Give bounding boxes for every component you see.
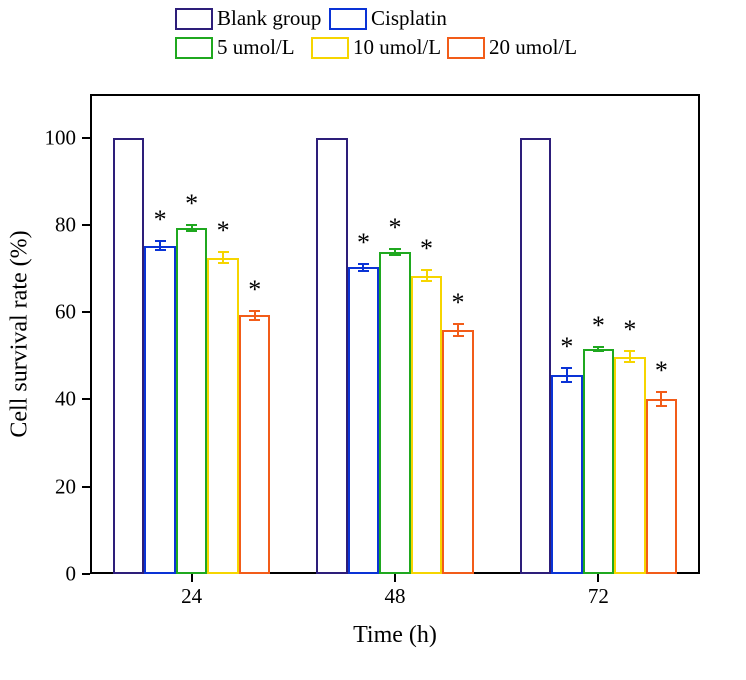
x-tick-label: 72 bbox=[588, 584, 609, 609]
bar bbox=[348, 267, 380, 574]
significance-marker: * bbox=[217, 216, 230, 246]
y-tick-label: 60 bbox=[55, 300, 76, 325]
y-tick bbox=[82, 573, 90, 575]
error-cap bbox=[389, 254, 400, 256]
y-tick bbox=[82, 398, 90, 400]
x-tick-label: 48 bbox=[385, 584, 406, 609]
y-tick-label: 40 bbox=[55, 387, 76, 412]
legend-swatch bbox=[329, 8, 367, 30]
error-cap bbox=[593, 346, 604, 348]
significance-marker: * bbox=[185, 189, 198, 219]
legend-label: Blank group bbox=[217, 6, 327, 31]
y-tick-label: 80 bbox=[55, 212, 76, 237]
bar bbox=[113, 138, 145, 574]
error-cap bbox=[561, 381, 572, 383]
bar bbox=[239, 315, 271, 574]
error-cap bbox=[421, 280, 432, 282]
error-cap bbox=[656, 391, 667, 393]
legend-item: 10 umol/L bbox=[311, 35, 445, 60]
error-cap bbox=[453, 335, 464, 337]
y-tick-label: 0 bbox=[66, 562, 77, 587]
error-cap bbox=[624, 350, 635, 352]
legend-item: 20 umol/L bbox=[447, 35, 581, 60]
error-cap bbox=[155, 240, 166, 242]
bar bbox=[520, 138, 552, 574]
bar bbox=[442, 330, 474, 574]
error-cap bbox=[218, 251, 229, 253]
bar bbox=[207, 258, 239, 574]
significance-marker: * bbox=[389, 213, 402, 243]
legend-item: 5 umol/L bbox=[175, 35, 309, 60]
y-tick-label: 20 bbox=[55, 474, 76, 499]
legend-label: 10 umol/L bbox=[353, 35, 445, 60]
legend-row: 5 umol/L 10 umol/L 20 umol/L bbox=[175, 35, 645, 60]
error-cap bbox=[358, 270, 369, 272]
error-cap bbox=[218, 262, 229, 264]
significance-marker: * bbox=[248, 275, 261, 305]
error-cap bbox=[249, 310, 260, 312]
bar bbox=[144, 246, 176, 574]
figure-root: Blank group Cisplatin 5 umol/L 10 umol/L 20 … bbox=[0, 0, 746, 680]
error-cap bbox=[186, 230, 197, 232]
error-cap bbox=[656, 405, 667, 407]
legend-label: 20 umol/L bbox=[489, 35, 581, 60]
bar bbox=[646, 399, 678, 574]
significance-marker: * bbox=[592, 311, 605, 341]
legend-swatch bbox=[447, 37, 485, 59]
legend-swatch bbox=[311, 37, 349, 59]
error-cap bbox=[186, 224, 197, 226]
y-tick-label: 100 bbox=[45, 125, 77, 150]
significance-marker: * bbox=[623, 315, 636, 345]
legend-item: Cisplatin bbox=[329, 6, 481, 31]
bar bbox=[614, 357, 646, 574]
y-tick bbox=[82, 137, 90, 139]
bar bbox=[411, 276, 443, 574]
x-tick bbox=[191, 574, 193, 582]
x-tick-label: 24 bbox=[181, 584, 202, 609]
error-cap bbox=[453, 323, 464, 325]
legend-label: 5 umol/L bbox=[217, 35, 309, 60]
legend-label: Cisplatin bbox=[371, 6, 481, 31]
significance-marker: * bbox=[560, 332, 573, 362]
significance-marker: * bbox=[655, 356, 668, 386]
error-cap bbox=[593, 350, 604, 352]
error-cap bbox=[249, 319, 260, 321]
error-bar bbox=[660, 392, 662, 406]
bar bbox=[176, 228, 208, 574]
significance-marker: * bbox=[420, 234, 433, 264]
legend-row: Blank group Cisplatin bbox=[175, 6, 645, 31]
error-cap bbox=[358, 263, 369, 265]
bar bbox=[551, 375, 583, 574]
y-axis-label: Cell survival rate (%) bbox=[7, 230, 34, 437]
legend-swatch bbox=[175, 8, 213, 30]
x-tick bbox=[597, 574, 599, 582]
legend: Blank group Cisplatin 5 umol/L 10 umol/L 20 … bbox=[175, 6, 645, 60]
error-cap bbox=[421, 269, 432, 271]
y-tick bbox=[82, 311, 90, 313]
x-axis-label: Time (h) bbox=[353, 622, 437, 649]
error-cap bbox=[389, 248, 400, 250]
y-tick bbox=[82, 486, 90, 488]
legend-swatch bbox=[175, 37, 213, 59]
significance-marker: * bbox=[154, 205, 167, 235]
error-cap bbox=[624, 361, 635, 363]
bar bbox=[316, 138, 348, 574]
x-tick bbox=[394, 574, 396, 582]
error-cap bbox=[561, 367, 572, 369]
y-tick bbox=[82, 224, 90, 226]
significance-marker: * bbox=[357, 228, 370, 258]
bar bbox=[379, 252, 411, 574]
bar bbox=[583, 349, 615, 574]
plot-content: 02040608010024****48****72**** bbox=[90, 94, 700, 574]
legend-item: Blank group bbox=[175, 6, 327, 31]
error-cap bbox=[155, 249, 166, 251]
significance-marker: * bbox=[452, 288, 465, 318]
